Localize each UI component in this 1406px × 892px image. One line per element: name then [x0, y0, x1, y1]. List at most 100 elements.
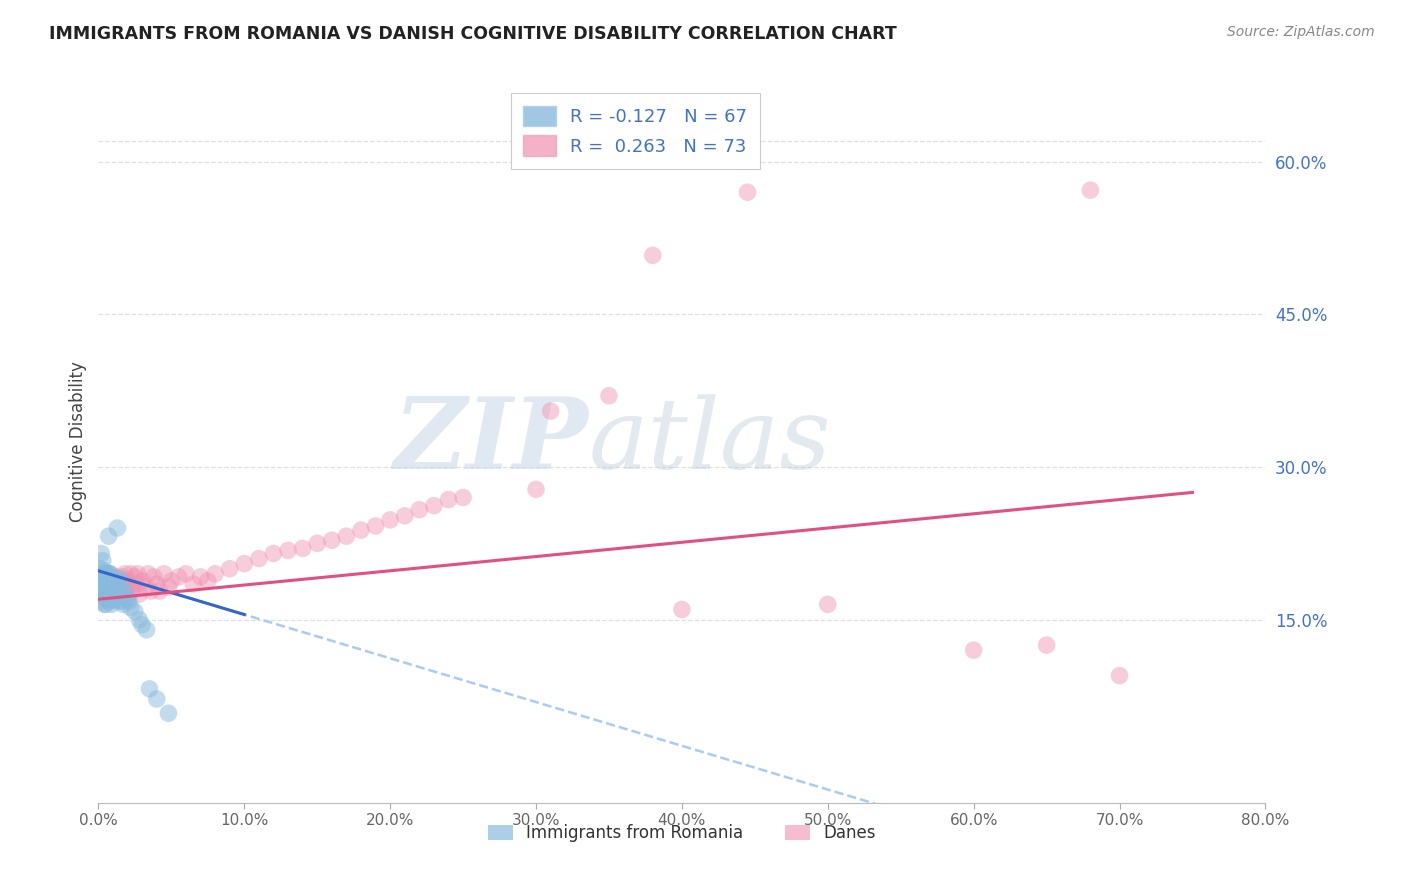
Point — [110, 580, 132, 594]
Point — [139, 584, 162, 599]
Point — [233, 557, 256, 571]
Point — [91, 553, 114, 567]
Point — [118, 577, 141, 591]
Point — [350, 523, 373, 537]
Point — [97, 582, 120, 596]
Point — [121, 584, 143, 599]
Point — [90, 577, 112, 591]
Point — [737, 185, 759, 199]
Point — [108, 577, 131, 591]
Point — [97, 574, 120, 588]
Point — [97, 529, 120, 543]
Point — [146, 577, 169, 591]
Point — [93, 566, 115, 581]
Point — [101, 582, 124, 596]
Point — [451, 491, 474, 505]
Point — [101, 584, 124, 599]
Point — [146, 692, 169, 706]
Point — [96, 577, 118, 591]
Point — [90, 546, 112, 560]
Point — [96, 566, 118, 581]
Point — [98, 577, 121, 591]
Point — [105, 584, 128, 599]
Point — [90, 587, 112, 601]
Point — [103, 592, 125, 607]
Point — [89, 577, 111, 591]
Point — [307, 536, 329, 550]
Point — [671, 602, 693, 616]
Point — [247, 551, 270, 566]
Point — [127, 566, 149, 581]
Point — [135, 623, 157, 637]
Point — [103, 577, 125, 591]
Point — [101, 574, 124, 588]
Point — [98, 566, 121, 581]
Point — [335, 529, 357, 543]
Point — [408, 502, 430, 516]
Point — [157, 580, 180, 594]
Point — [94, 582, 117, 596]
Point — [93, 584, 115, 599]
Point — [91, 574, 114, 588]
Y-axis label: Cognitive Disability: Cognitive Disability — [69, 361, 87, 522]
Point — [100, 598, 122, 612]
Point — [423, 499, 446, 513]
Point — [100, 587, 122, 601]
Point — [110, 591, 132, 605]
Point — [118, 594, 141, 608]
Point — [98, 580, 121, 594]
Point — [93, 598, 115, 612]
Text: atlas: atlas — [589, 394, 831, 489]
Point — [124, 570, 146, 584]
Point — [97, 584, 120, 599]
Point — [117, 574, 139, 588]
Point — [120, 566, 142, 581]
Point — [128, 613, 150, 627]
Point — [93, 580, 115, 594]
Point — [115, 591, 138, 605]
Point — [96, 574, 118, 588]
Point — [122, 580, 145, 594]
Point — [204, 566, 226, 581]
Point — [101, 592, 124, 607]
Point — [104, 570, 127, 584]
Point — [131, 574, 153, 588]
Point — [142, 570, 165, 584]
Point — [138, 681, 160, 696]
Point — [277, 543, 299, 558]
Text: IMMIGRANTS FROM ROMANIA VS DANISH COGNITIVE DISABILITY CORRELATION CHART: IMMIGRANTS FROM ROMANIA VS DANISH COGNIT… — [49, 25, 897, 43]
Point — [94, 566, 117, 581]
Point — [100, 587, 122, 601]
Point — [94, 570, 117, 584]
Point — [817, 598, 839, 612]
Point — [364, 519, 387, 533]
Point — [120, 600, 142, 615]
Point — [101, 574, 124, 588]
Point — [160, 574, 183, 588]
Point — [98, 584, 121, 599]
Point — [90, 570, 112, 584]
Point — [111, 570, 134, 584]
Point — [291, 541, 314, 556]
Point — [115, 584, 138, 599]
Point — [104, 572, 127, 586]
Point — [167, 570, 190, 584]
Point — [112, 598, 135, 612]
Point — [96, 584, 118, 599]
Point — [540, 404, 562, 418]
Point — [524, 483, 547, 497]
Text: Source: ZipAtlas.com: Source: ZipAtlas.com — [1227, 25, 1375, 39]
Point — [110, 572, 132, 586]
Point — [91, 594, 114, 608]
Point — [91, 584, 114, 599]
Point — [190, 570, 212, 584]
Point — [97, 587, 120, 601]
Point — [108, 587, 131, 601]
Point — [93, 591, 115, 605]
Point — [96, 592, 118, 607]
Point — [98, 591, 121, 605]
Point — [1108, 668, 1130, 682]
Point — [105, 594, 128, 608]
Point — [100, 577, 122, 591]
Point — [394, 508, 416, 523]
